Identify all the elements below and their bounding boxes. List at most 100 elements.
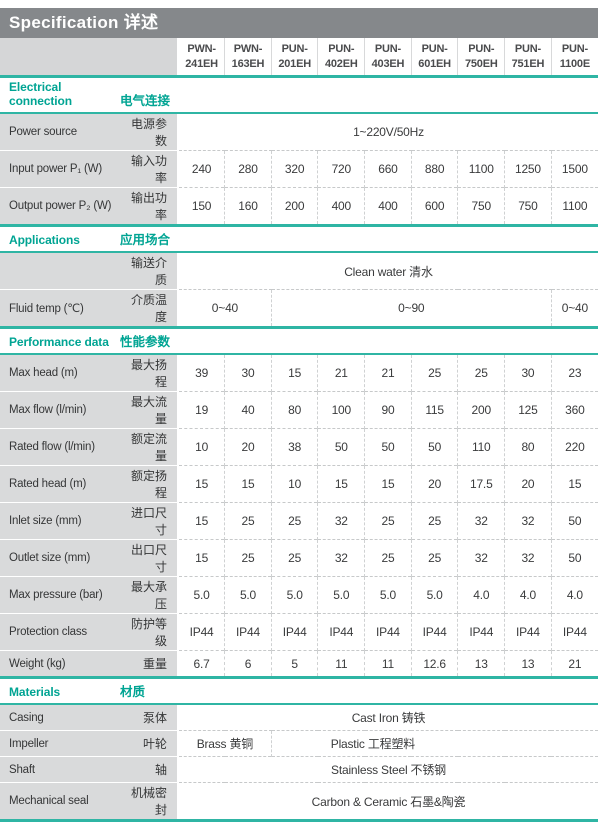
- row-label-zh-max-flow: 最大流量: [120, 391, 178, 429]
- value-max-flow-pwn-163eh: 40: [224, 391, 272, 429]
- row-label-zh-pumped-medium: 输送介质: [120, 251, 178, 290]
- value-max-head-pun-601eh: 25: [410, 353, 458, 392]
- row-label-en-rated-flow: Rated flow (l/min): [0, 428, 120, 466]
- value-rated-flow-pwn-163eh: 20: [224, 428, 272, 466]
- row-shaft: Shaft 轴 Stainless Steel 不锈钢: [0, 756, 598, 783]
- value-inlet-size-pun-1100e: 50: [550, 502, 598, 540]
- value-max-head-pun-750eh: 25: [457, 353, 505, 392]
- value-output-power-pun-402eh: 400: [317, 187, 365, 226]
- value-max-flow-pun-1100e: 360: [550, 391, 598, 429]
- value-rated-head-pun-201eh: 10: [270, 465, 318, 503]
- span-value-power-source-0: 1~220V/50Hz: [177, 112, 598, 151]
- row-label-en-pumped-medium: [0, 251, 120, 290]
- value-inlet-size-pun-201eh: 25: [270, 502, 318, 540]
- row-label-en-max-head: Max head (m): [0, 353, 120, 392]
- value-protection-class-pun-751eh: IP44: [504, 613, 552, 651]
- row-label-en-casing: Casing: [0, 703, 120, 731]
- row-power-source: Power source 电源参数 1~220V/50Hz: [0, 112, 598, 151]
- value-input-power-pun-750eh: 1100: [457, 150, 505, 188]
- value-protection-class-pun-1100e: IP44: [550, 613, 598, 651]
- section-performance-data: Performance data 性能参数: [0, 326, 598, 355]
- row-inlet-size: Inlet size (mm) 进口尺寸 15 25 25 32 25 25 32 32 50: [0, 502, 598, 540]
- span-value-impeller-1: Plastic 工程塑料: [270, 730, 598, 757]
- row-max-pressure: Max pressure (bar) 最大承压 5.0 5.0 5.0 5.0 5.0 5.0…: [0, 576, 598, 614]
- value-max-pressure-pun-751eh: 4.0: [504, 576, 552, 614]
- row-label-zh-mechanical-seal: 机械密封: [120, 782, 178, 822]
- value-input-power-pun-403eh: 660: [364, 150, 412, 188]
- value-protection-class-pun-403eh: IP44: [364, 613, 412, 651]
- row-label-zh-impeller: 叶轮: [120, 730, 178, 757]
- value-outlet-size-pun-403eh: 25: [364, 539, 412, 577]
- value-max-pressure-pun-403eh: 5.0: [364, 576, 412, 614]
- value-output-power-pun-1100e: 1100: [550, 187, 598, 226]
- row-weight: Weight (kg) 重量 6.7 6 5 11 11 12.6 13 13 21: [0, 650, 598, 678]
- value-weight-pun-750eh: 13: [457, 650, 505, 678]
- value-protection-class-pun-201eh: IP44: [270, 613, 318, 651]
- span-value-shaft-0: Stainless Steel 不锈钢: [177, 756, 598, 783]
- value-outlet-size-pun-601eh: 25: [410, 539, 458, 577]
- value-protection-class-pun-402eh: IP44: [317, 613, 365, 651]
- row-label-en-max-pressure: Max pressure (bar): [0, 576, 120, 614]
- value-max-flow-pun-751eh: 125: [504, 391, 552, 429]
- value-inlet-size-pun-750eh: 32: [457, 502, 505, 540]
- value-outlet-size-pwn-163eh: 25: [224, 539, 272, 577]
- value-rated-flow-pun-1100e: 220: [550, 428, 598, 466]
- row-label-en-impeller: Impeller: [0, 730, 120, 757]
- value-protection-class-pun-601eh: IP44: [410, 613, 458, 651]
- row-label-en-rated-head: Rated head (m): [0, 465, 120, 503]
- row-label-en-protection-class: Protection class: [0, 613, 120, 651]
- row-fluid-temp: Fluid temp (℃) 介质温度 0~40 0~90 0~40: [0, 289, 598, 328]
- column-header-pun-201eh: PUN- 201EH: [270, 38, 318, 77]
- section-electrical-connection: Electrical connection 电气连接: [0, 75, 598, 114]
- value-max-flow-pun-601eh: 115: [410, 391, 458, 429]
- row-label-en-shaft: Shaft: [0, 756, 120, 783]
- row-label-zh-max-pressure: 最大承压: [120, 576, 178, 614]
- column-header-pwn-163eh: PWN- 163EH: [224, 38, 272, 77]
- value-rated-flow-pun-201eh: 38: [270, 428, 318, 466]
- row-output-power: Output power P₂ (W) 输出功率 150 160 200 400 400 60…: [0, 187, 598, 226]
- span-value-mechanical-seal-0: Carbon & Ceramic 石墨&陶瓷: [177, 782, 598, 822]
- value-max-pressure-pun-601eh: 5.0: [410, 576, 458, 614]
- row-label-zh-inlet-size: 进口尺寸: [120, 502, 178, 540]
- value-weight-pun-201eh: 5: [270, 650, 318, 678]
- value-input-power-pun-402eh: 720: [317, 150, 365, 188]
- value-outlet-size-pun-751eh: 32: [504, 539, 552, 577]
- value-rated-flow-pun-750eh: 110: [457, 428, 505, 466]
- column-header-pun-751eh: PUN- 751EH: [504, 38, 552, 77]
- section-title-en: Applications: [9, 233, 80, 247]
- value-weight-pun-751eh: 13: [504, 650, 552, 678]
- value-max-flow-pun-750eh: 200: [457, 391, 505, 429]
- row-casing: Casing 泵体 Cast Iron 铸铁: [0, 703, 598, 731]
- row-label-zh-shaft: 轴: [120, 756, 178, 783]
- value-rated-head-pun-403eh: 15: [364, 465, 412, 503]
- value-rated-head-pun-402eh: 15: [317, 465, 365, 503]
- value-inlet-size-pun-402eh: 32: [317, 502, 365, 540]
- row-protection-class: Protection class 防护等级 IP44 IP44 IP44 IP44 IP44…: [0, 613, 598, 651]
- value-outlet-size-pwn-241eh: 15: [177, 539, 225, 577]
- section-title-zh: 电气连接: [120, 94, 171, 108]
- value-weight-pwn-163eh: 6: [224, 650, 272, 678]
- value-rated-flow-pun-601eh: 50: [410, 428, 458, 466]
- value-max-flow-pun-201eh: 80: [270, 391, 318, 429]
- value-max-flow-pwn-241eh: 19: [177, 391, 225, 429]
- span-value-fluid-temp-1: 0~90: [270, 289, 552, 328]
- model-header-row: PWN- 241EH PWN- 163EH PUN- 201EH PUN- 402EH…: [0, 38, 598, 77]
- value-input-power-pun-1100e: 1500: [550, 150, 598, 188]
- value-max-pressure-pun-750eh: 4.0: [457, 576, 505, 614]
- value-protection-class-pwn-163eh: IP44: [224, 613, 272, 651]
- row-max-head: Max head (m) 最大扬程 39 30 15 21 21 25 25 30 23: [0, 353, 598, 392]
- value-weight-pun-1100e: 21: [550, 650, 598, 678]
- section-title-zh: 材质: [120, 685, 146, 699]
- value-rated-flow-pwn-241eh: 10: [177, 428, 225, 466]
- column-header-pun-402eh: PUN- 402EH: [317, 38, 365, 77]
- row-label-en-outlet-size: Outlet size (mm): [0, 539, 120, 577]
- value-output-power-pwn-163eh: 160: [224, 187, 272, 226]
- value-rated-head-pwn-163eh: 15: [224, 465, 272, 503]
- value-max-flow-pun-403eh: 90: [364, 391, 412, 429]
- value-weight-pun-403eh: 11: [364, 650, 412, 678]
- value-rated-head-pun-1100e: 15: [550, 465, 598, 503]
- value-protection-class-pwn-241eh: IP44: [177, 613, 225, 651]
- row-label-zh-rated-head: 额定扬程: [120, 465, 178, 503]
- column-header-pun-601eh: PUN- 601EH: [410, 38, 458, 77]
